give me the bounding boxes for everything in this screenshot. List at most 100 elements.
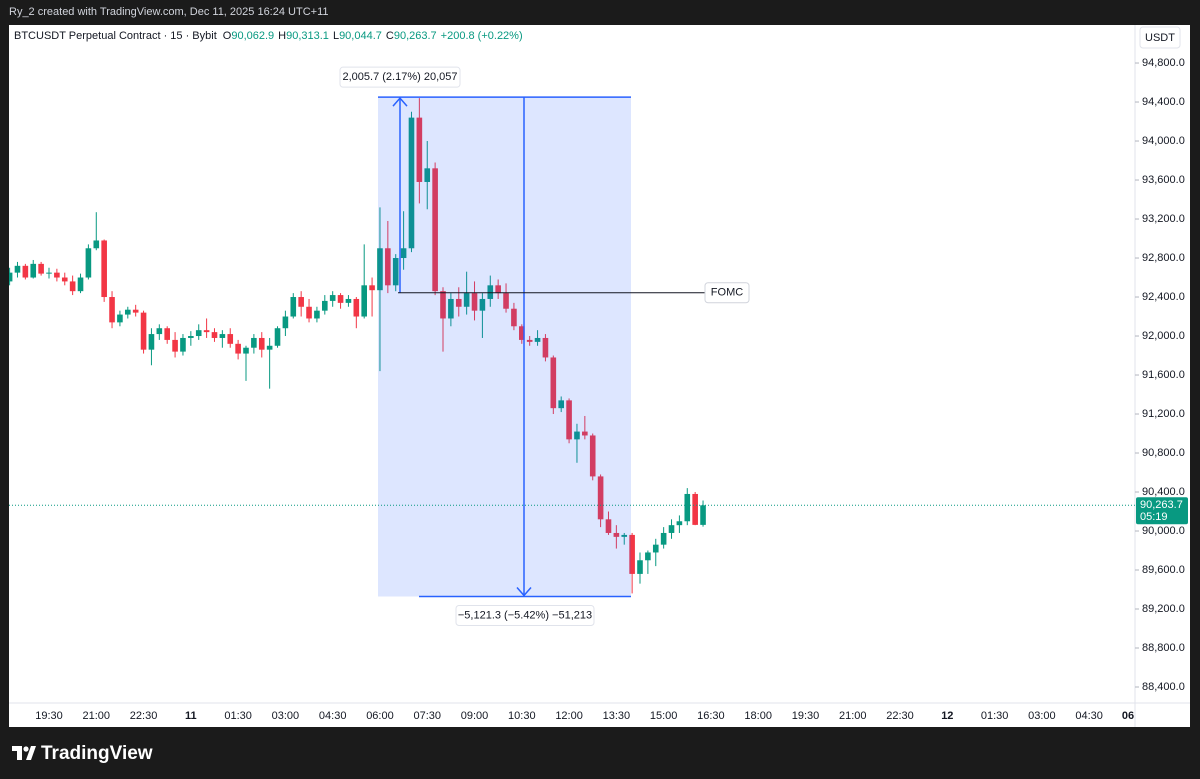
x-tick-label: 13:30 xyxy=(603,710,631,722)
candle-body xyxy=(377,248,383,291)
x-tick-label: 12 xyxy=(941,710,953,722)
candle-body xyxy=(416,117,423,182)
credit: Ry_2 created with TradingView.com, Dec 1… xyxy=(9,6,328,18)
candle-body xyxy=(400,248,407,259)
legend-key: O xyxy=(223,30,232,42)
legend-value: 90,044.7 xyxy=(339,30,382,42)
candle-body xyxy=(629,534,635,574)
x-tick-label: 22:30 xyxy=(886,710,914,722)
x-tick-label: 11 xyxy=(185,710,197,722)
candle-body xyxy=(574,431,580,440)
fomc-box[interactable] xyxy=(704,282,750,304)
y-tick-label: 90,800.0 xyxy=(1142,447,1185,459)
legend-key: C xyxy=(386,30,394,42)
candle-body xyxy=(164,328,170,340)
candle-body xyxy=(361,285,367,317)
x-tick-label: 15:00 xyxy=(650,710,678,722)
candle-body xyxy=(471,293,478,311)
y-tick-label: 88,400.0 xyxy=(1142,681,1185,693)
candle-body xyxy=(85,248,92,278)
candle-body xyxy=(93,240,100,249)
candle-body xyxy=(440,291,446,319)
x-tick-label: 01:30 xyxy=(981,710,1009,722)
candle-body xyxy=(503,293,509,309)
y-tick-label: 94,800.0 xyxy=(1142,57,1185,69)
arrow-head xyxy=(392,97,408,107)
candle-body xyxy=(298,297,304,307)
countdown: 05:19 xyxy=(1140,511,1168,523)
candle-body xyxy=(125,309,131,315)
legend-key: H xyxy=(278,30,286,42)
candle-body xyxy=(140,312,147,350)
y-tick-label: 92,800.0 xyxy=(1142,252,1185,264)
candle-body xyxy=(345,298,352,303)
candle-body xyxy=(597,476,604,520)
y-tick-label: 93,600.0 xyxy=(1142,174,1185,186)
candle-body xyxy=(251,337,257,348)
symbol: BTCUSDT Perpetual Contract · 15 · Bybit xyxy=(14,30,217,42)
x-tick-label: 16:30 xyxy=(697,710,725,722)
last-price-box xyxy=(1136,497,1188,525)
candle-body xyxy=(408,117,415,249)
candle-body xyxy=(30,263,37,278)
candle-body xyxy=(211,332,218,338)
candle-body xyxy=(69,281,76,292)
candle-body xyxy=(353,298,360,317)
candle-body xyxy=(9,272,13,282)
y-tick-label: 90,400.0 xyxy=(1142,486,1185,498)
candle-body xyxy=(566,400,572,440)
x-tick-label: 10:30 xyxy=(508,710,536,722)
y-tick-label: 89,600.0 xyxy=(1142,564,1185,576)
candle-body xyxy=(668,525,675,533)
overlay: 2,005.7 (2.17%) 20,057 −5,121.3 (−5.42%) … xyxy=(339,66,1188,626)
candle-body xyxy=(46,272,52,274)
x-tick-label: 03:00 xyxy=(1028,710,1056,722)
legend-value: 90,263.7 xyxy=(394,30,437,42)
currency-box[interactable] xyxy=(1139,26,1181,49)
candle-body xyxy=(38,263,44,274)
candle-body xyxy=(235,343,241,354)
brand-logo: TradingView xyxy=(12,743,153,764)
candle-body xyxy=(424,168,431,182)
legend-value: 90,313.1 xyxy=(286,30,329,42)
candle-body xyxy=(432,168,438,292)
candle-body xyxy=(148,334,155,350)
fomc-label[interactable]: FOMC xyxy=(711,287,743,299)
candle-body xyxy=(337,295,344,303)
currency[interactable]: USDT xyxy=(1145,32,1175,44)
candle-body xyxy=(463,293,470,307)
candle-body xyxy=(385,248,391,286)
measure-down-box xyxy=(455,604,595,626)
candle-body xyxy=(550,357,557,409)
plot-area xyxy=(9,96,1135,598)
candle-body xyxy=(282,316,289,329)
x-tick-label: 22:30 xyxy=(130,710,158,722)
candle-body xyxy=(132,309,139,313)
y-tick-label: 90,000.0 xyxy=(1142,525,1185,537)
x-tick-label: 19:30 xyxy=(792,710,820,722)
candle-body xyxy=(558,400,564,409)
candle-body xyxy=(495,285,501,294)
candle-body xyxy=(487,285,494,299)
candle-body xyxy=(329,295,336,301)
candle-body xyxy=(227,334,234,344)
candle-body xyxy=(511,308,517,327)
x-tick-label: 01:30 xyxy=(224,710,252,722)
candle-body xyxy=(22,265,29,278)
candle-body xyxy=(676,521,683,526)
x-tick-label: 19:30 xyxy=(35,710,63,722)
legend-change: +200.8 (+0.22%) xyxy=(441,30,523,42)
x-tick-label: 18:00 xyxy=(744,710,772,722)
candle-body xyxy=(645,552,651,561)
candle-body xyxy=(203,330,210,333)
last-price-label: 90,263.7 xyxy=(1140,499,1183,511)
x-tick-label: 21:00 xyxy=(83,710,111,722)
candle-body xyxy=(700,505,706,525)
candle-body xyxy=(117,314,123,323)
candle-body xyxy=(195,330,202,337)
x-tick-label: 09:00 xyxy=(461,710,489,722)
legend-key: L xyxy=(333,30,339,42)
x-tick-label: 07:30 xyxy=(413,710,441,722)
candle-body xyxy=(54,272,60,278)
measure-area xyxy=(378,97,631,597)
